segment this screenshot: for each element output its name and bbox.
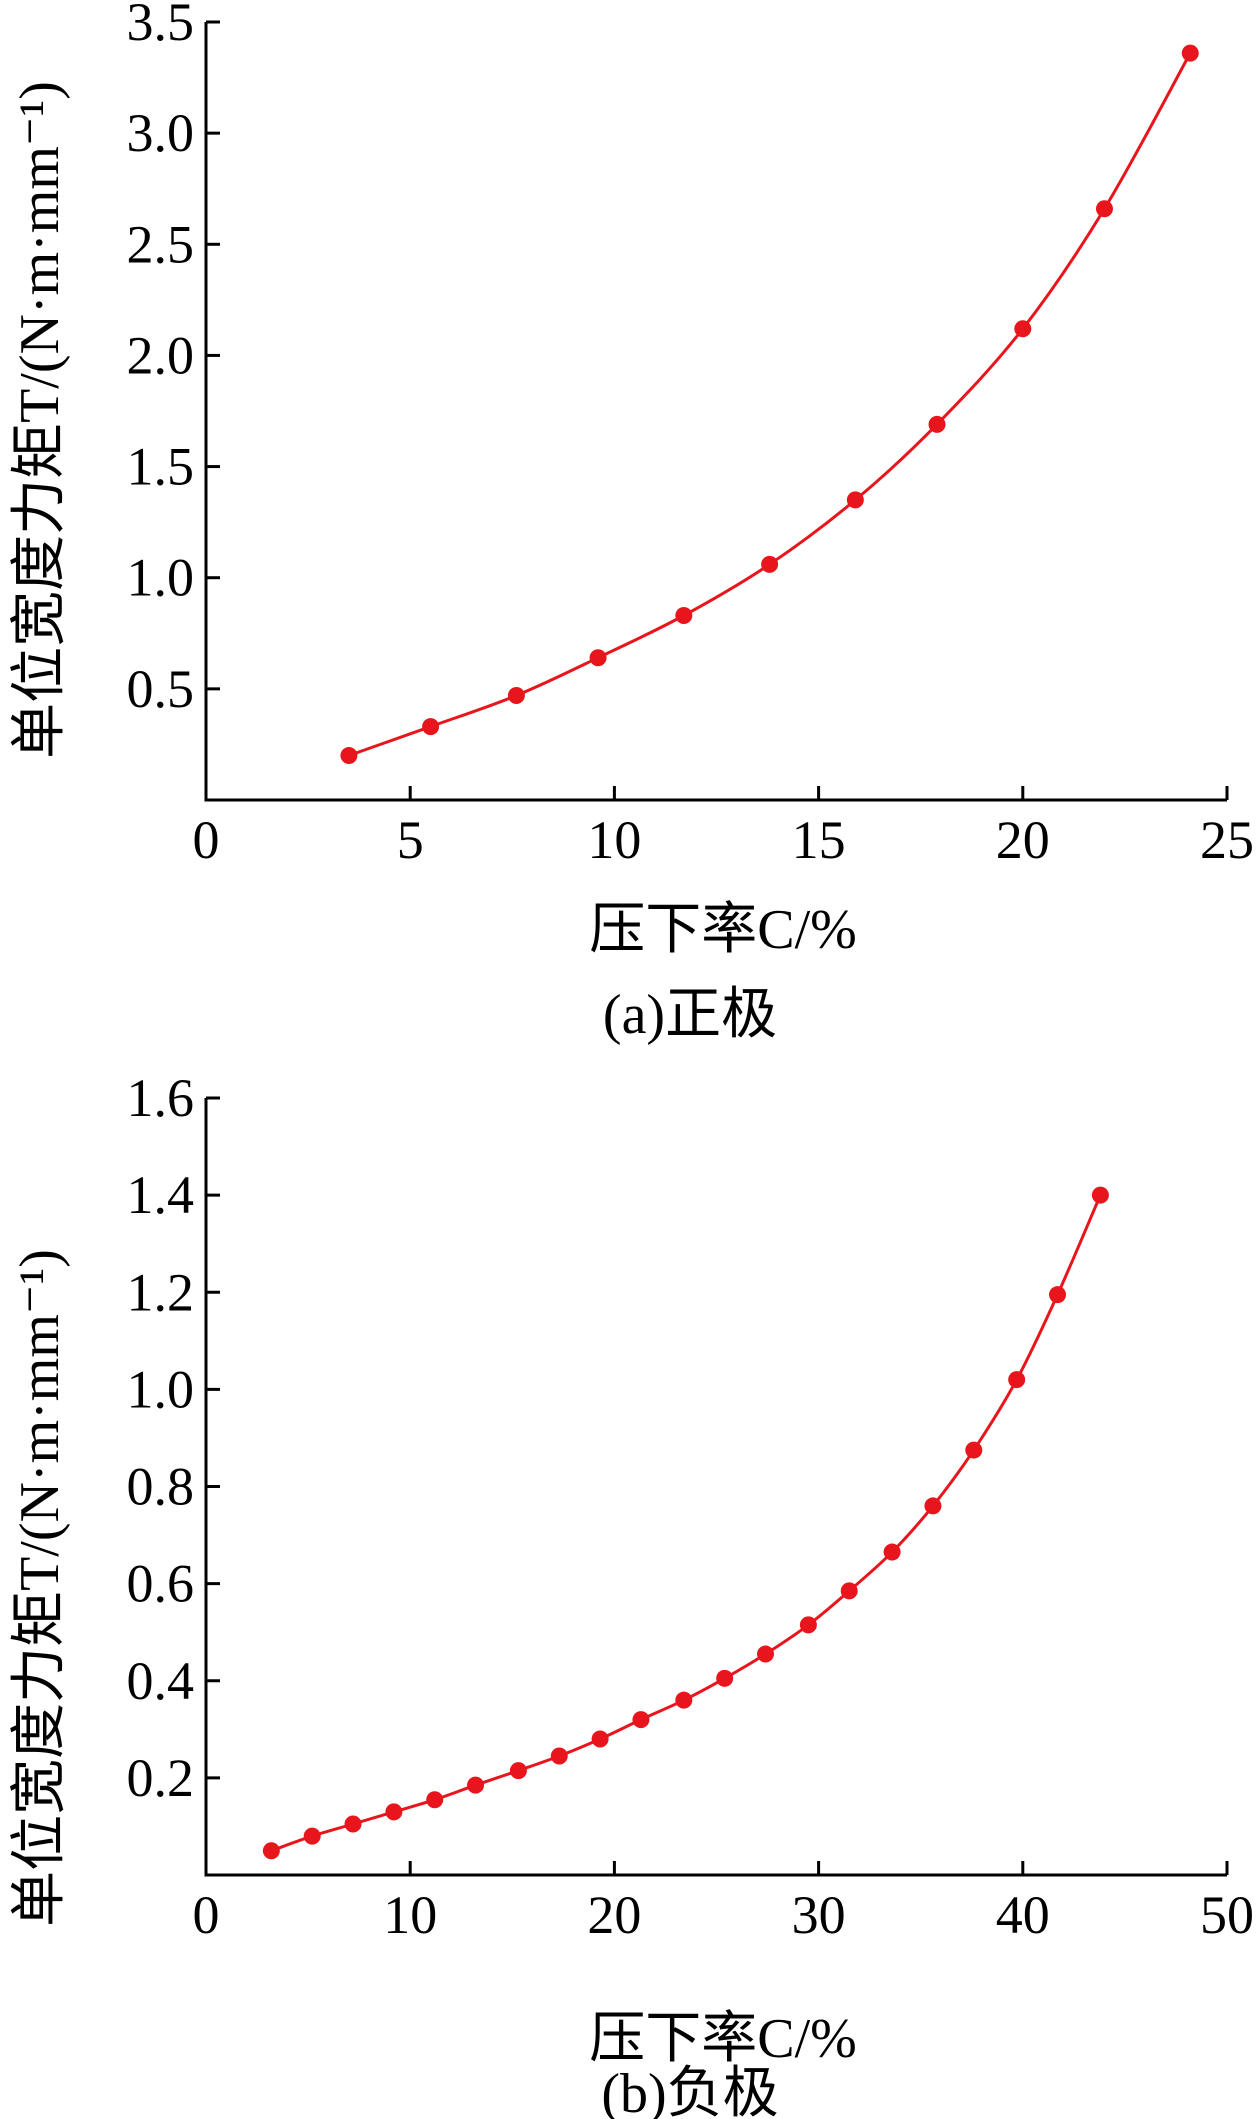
b-y-tick-label: 1.6 <box>127 1068 195 1128</box>
chart-a-xlabel: 压下率C/% <box>589 899 857 961</box>
b-x-tick-label: 30 <box>792 1885 846 1945</box>
a-x-tick-label: 5 <box>397 810 424 870</box>
chart-b: 0 10 20 30 40 50 0.2 0.4 0.6 0.8 1.0 1.2 1.4 1.6 单位宽度… <box>0 1050 1257 2119</box>
b-data-point <box>262 1842 280 1860</box>
a-data-point <box>507 687 525 705</box>
a-y-tick-label: 3.5 <box>127 0 195 52</box>
a-series-line <box>348 52 1192 757</box>
chart-a-svg: 0 5 10 15 20 25 0.5 1.0 1.5 2.0 2.5 3.0 3.5 单位宽度力矩T/… <box>9 0 1254 1046</box>
a-x-tick-label: 10 <box>587 810 641 870</box>
a-y-tick-label: 2.5 <box>127 214 195 274</box>
a-data-point <box>589 649 607 667</box>
b-y-tick-label: 1.4 <box>127 1165 195 1225</box>
b-data-point <box>1049 1286 1067 1304</box>
b-data-point <box>303 1827 321 1845</box>
a-data-point <box>928 415 946 433</box>
b-data-point <box>467 1776 485 1794</box>
chart-b-ylabel: 单位宽度力矩T/(N·m·mm⁻¹) <box>9 1249 71 1927</box>
b-data-point <box>426 1791 444 1809</box>
a-x-tick-label: 15 <box>792 810 846 870</box>
a-data-point <box>340 747 358 765</box>
a-y-tick-label: 0.5 <box>127 659 195 719</box>
b-data-point <box>675 1691 693 1709</box>
a-data-point <box>1095 200 1113 218</box>
b-data-point <box>550 1747 568 1765</box>
a-data-point <box>1181 44 1199 62</box>
b-data-point <box>385 1803 403 1821</box>
b-data-point <box>716 1669 734 1687</box>
a-x-tick-label: 20 <box>996 810 1050 870</box>
chart-a: 0 5 10 15 20 25 0.5 1.0 1.5 2.0 2.5 3.0 3.5 单位宽度力矩T/… <box>0 0 1257 1050</box>
chart-a-ylabel: 单位宽度力矩T/(N·m·mm⁻¹) <box>9 81 71 759</box>
b-data-point <box>509 1762 527 1780</box>
b-data-point <box>591 1730 609 1748</box>
a-data-point <box>761 555 779 573</box>
chart-a-caption: (a)正极 <box>603 984 777 1046</box>
b-x-tick-label: 20 <box>587 1885 641 1945</box>
a-x-tick-label: 25 <box>1200 810 1254 870</box>
b-data-point <box>1008 1371 1026 1389</box>
a-y-tick-label: 2.0 <box>127 325 195 385</box>
a-data-point <box>846 491 864 509</box>
b-x-tick-label: 40 <box>996 1885 1050 1945</box>
b-x-tick-label: 50 <box>1200 1885 1254 1945</box>
a-data-point <box>1014 320 1032 338</box>
a-data-point <box>675 607 693 625</box>
chart-b-caption: (b)负极 <box>601 2063 778 2119</box>
b-data-point <box>632 1711 650 1729</box>
b-x-tick-label: 10 <box>383 1885 437 1945</box>
b-y-tick-label: 0.4 <box>127 1651 195 1711</box>
a-y-tick-label: 1.5 <box>127 437 195 497</box>
chart-b-xlabel: 压下率C/% <box>589 2008 857 2070</box>
b-y-tick-label: 0.2 <box>127 1748 195 1808</box>
b-data-point <box>344 1815 362 1833</box>
b-y-tick-label: 0.6 <box>127 1554 195 1614</box>
a-y-tick-label: 3.0 <box>127 103 195 163</box>
a-data-point <box>422 718 440 736</box>
b-y-tick-label: 1.0 <box>127 1359 195 1419</box>
a-x-tick-label: 0 <box>193 810 220 870</box>
b-data-point <box>924 1497 942 1515</box>
b-x-tick-label: 0 <box>193 1885 220 1945</box>
b-data-point <box>1091 1186 1109 1204</box>
b-data-point <box>840 1582 858 1600</box>
b-series-line <box>270 1194 1102 1853</box>
b-data-point <box>757 1645 775 1663</box>
b-y-tick-label: 1.2 <box>127 1262 195 1322</box>
b-y-tick-label: 0.8 <box>127 1457 195 1517</box>
b-data-point <box>965 1441 983 1459</box>
a-y-tick-label: 1.0 <box>127 548 195 608</box>
b-data-point <box>883 1543 901 1561</box>
b-data-point <box>799 1616 817 1634</box>
chart-b-svg: 0 10 20 30 40 50 0.2 0.4 0.6 0.8 1.0 1.2 1.4 1.6 单位宽度… <box>9 1068 1254 2119</box>
